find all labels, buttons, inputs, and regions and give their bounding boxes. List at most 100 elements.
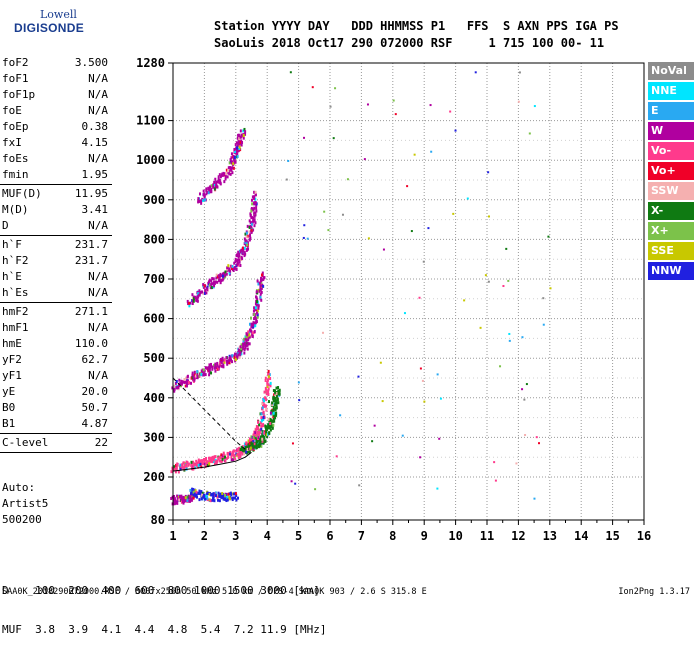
param-row: foF1 N/A [0, 71, 112, 87]
echo-point [209, 283, 212, 287]
echo-point [188, 304, 191, 308]
echo-point [233, 455, 236, 459]
noise-point [547, 235, 550, 238]
echo-point [224, 270, 227, 274]
noise-point [406, 185, 409, 188]
echo-point [192, 378, 195, 382]
y-tick-label: 600 [143, 312, 165, 326]
noise-point [505, 247, 508, 250]
param-name: B1 [2, 417, 16, 430]
param-row: h`F 231.7 [0, 237, 112, 253]
noise-point [287, 159, 290, 162]
echo-point [265, 398, 268, 402]
echo-point [252, 218, 255, 222]
echo-point [245, 239, 248, 243]
echo-point [214, 455, 217, 459]
logo-line2: DIGISONDE [14, 21, 85, 35]
echo-point [186, 374, 189, 378]
noise-point [314, 488, 317, 491]
echo-point [211, 365, 214, 369]
noise-point [479, 326, 482, 329]
x-tick-label: 6 [326, 529, 333, 543]
echo-point [223, 172, 226, 176]
echo-point [218, 274, 221, 278]
noise-point [306, 237, 309, 240]
echo-point [257, 282, 260, 286]
echo-point [234, 457, 237, 461]
echo-point [230, 156, 233, 160]
echo-point [212, 492, 215, 496]
param-name: foEp [2, 120, 29, 133]
echo-point [175, 468, 178, 472]
echo-point [220, 460, 223, 464]
noise-point [525, 383, 528, 386]
param-name: h`Es [2, 286, 29, 299]
noise-point [549, 287, 552, 290]
echo-point [233, 155, 236, 159]
echo-point [193, 466, 196, 470]
echo-point [204, 198, 207, 202]
noise-point [363, 158, 366, 161]
echo-point [219, 181, 222, 185]
echo-point [233, 161, 236, 165]
echo-point [202, 285, 205, 289]
echo-point [205, 460, 208, 464]
echo-point [257, 433, 260, 437]
echo-point [269, 377, 272, 381]
param-row: foF2 3.500 [0, 55, 112, 71]
echo-point [174, 381, 177, 385]
echo-point [227, 166, 230, 170]
noise-point [413, 153, 416, 156]
echo-point [217, 491, 220, 495]
param-value: 3.500 [74, 56, 108, 69]
y-tick-label: 300 [143, 430, 165, 444]
echo-point [255, 317, 258, 321]
echo-point [242, 136, 245, 140]
param-row: foF1p N/A [0, 87, 112, 103]
noise-point [533, 105, 536, 108]
echo-point [197, 458, 200, 462]
echo-point [210, 187, 213, 191]
param-name: foF1 [2, 72, 29, 85]
echo-point [246, 447, 249, 451]
echo-point [189, 488, 192, 492]
echo-point [208, 278, 211, 282]
echo-point [218, 180, 221, 184]
echo-point [177, 385, 180, 389]
echo-point [192, 375, 195, 379]
echo-point [251, 195, 254, 199]
echo-point [243, 337, 246, 341]
echo-point [269, 428, 272, 432]
noise-point [327, 229, 330, 232]
param-name: foF2 [2, 56, 29, 69]
echo-point [274, 397, 277, 401]
echo-point [237, 133, 240, 137]
x-tick-label: 13 [543, 529, 557, 543]
echo-point [248, 331, 251, 335]
echo-point [267, 424, 270, 428]
echo-point [196, 294, 199, 298]
param-name: M(D) [2, 203, 29, 216]
echo-point [267, 369, 270, 373]
noise-point [507, 279, 510, 282]
noise-point [419, 367, 422, 370]
echo-point [198, 289, 201, 293]
echo-point [203, 193, 206, 197]
echo-point [243, 127, 246, 131]
echo-point [208, 459, 211, 463]
echo-point [260, 273, 263, 277]
noise-point [466, 197, 469, 200]
echo-point [252, 323, 255, 327]
echo-point [179, 465, 182, 469]
noise-point [403, 312, 406, 315]
echo-point [184, 496, 187, 500]
echo-point [256, 298, 259, 302]
echo-point [212, 185, 215, 189]
echo-point [184, 384, 187, 388]
param-value: 20.0 [81, 385, 109, 398]
echo-point [240, 450, 243, 454]
echo-point [248, 440, 251, 444]
noise-point [379, 361, 382, 364]
noise-point [418, 296, 421, 299]
echo-point [173, 502, 176, 506]
